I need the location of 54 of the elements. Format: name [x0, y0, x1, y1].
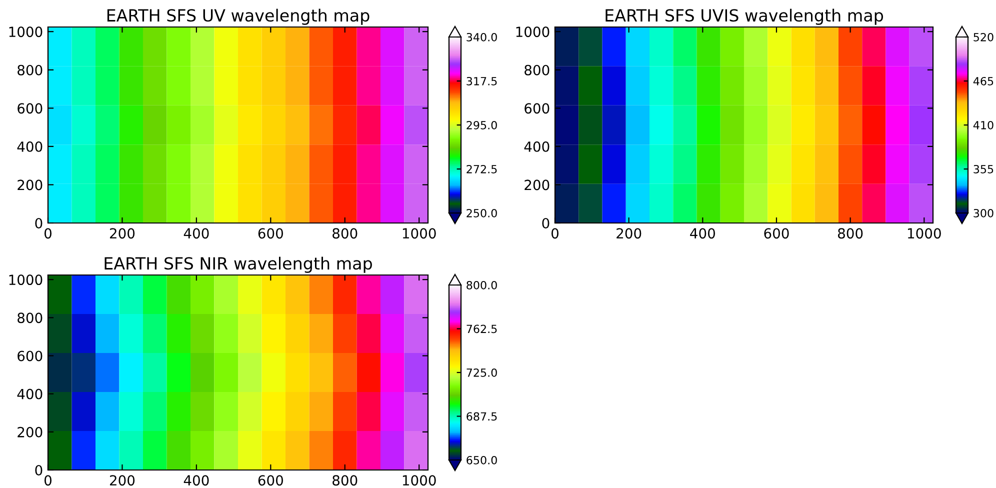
x-tick-label: 600	[258, 475, 283, 486]
y-tick-label: 800	[18, 64, 42, 76]
y-tick-label: 0	[35, 464, 42, 476]
x-tick-label: 400	[184, 228, 209, 239]
color-bar-label: 300	[974, 208, 994, 218]
color-bar-label: 272.5	[466, 164, 497, 174]
color-bar-label: 762.5	[466, 324, 497, 334]
x-tick-label: 200	[616, 228, 642, 239]
x-tick-label: 1000	[908, 228, 941, 239]
x-tick-label: 1000	[402, 228, 436, 239]
color-bar-label: 410	[973, 120, 994, 130]
y-tick-label: 0	[35, 218, 42, 228]
y-tick-label: 400	[524, 141, 550, 152]
y-tick-label: 600	[524, 103, 550, 114]
y-tick-label: 400	[17, 388, 42, 400]
y-tick-label: 200	[524, 180, 550, 190]
x-tick-label: 200	[110, 228, 135, 239]
y-tick-label: 1000	[9, 274, 42, 286]
y-tick-label: 800	[18, 312, 42, 324]
color-bar-label: 650.0	[466, 456, 497, 464]
chart-title: EARTH SFS NIR wavelength map	[104, 256, 372, 273]
x-tick-label: 800	[332, 228, 358, 239]
y-tick-label: 1000	[516, 26, 550, 38]
color-bar-label: 317.5	[466, 76, 497, 86]
y-tick-label: 600	[18, 103, 42, 114]
color-bar-label: 520	[974, 32, 994, 42]
x-tick-label: 0	[44, 475, 52, 486]
y-tick-label: 1000	[9, 26, 42, 38]
y-tick-label: 200	[18, 426, 42, 438]
y-tick-label: 200	[18, 180, 42, 190]
chart-title: EARTH SFS UV wavelength map	[107, 8, 370, 25]
color-bar-label: 355	[974, 164, 994, 174]
x-tick-label: 400	[184, 475, 209, 486]
y-tick-label: 400	[17, 141, 42, 152]
color-bar-label: 687.5	[466, 412, 497, 421]
x-tick-label: 0	[551, 228, 558, 239]
y-tick-label: 600	[18, 350, 42, 362]
x-tick-label: 200	[110, 475, 135, 486]
y-tick-label: 0	[542, 218, 550, 228]
x-tick-label: 400	[690, 228, 715, 239]
color-bar-label: 340.0	[466, 32, 497, 42]
x-tick-label: 800	[332, 475, 358, 486]
color-bar-label: 295.0	[466, 120, 497, 130]
x-tick-label: 600	[764, 228, 789, 239]
x-tick-label: 0	[44, 228, 52, 239]
x-tick-label: 800	[838, 228, 863, 239]
chart-title: EARTH SFS UVIS wavelength map	[606, 8, 884, 25]
y-tick-label: 800	[524, 64, 550, 76]
color-bar-label: 725.0	[466, 368, 497, 377]
color-bar-label: 250.0	[466, 208, 497, 218]
x-tick-label: 600	[258, 228, 283, 239]
color-bar-label: 465	[973, 76, 994, 86]
color-bar-label: 800.0	[466, 280, 497, 290]
x-tick-label: 1000	[402, 475, 436, 486]
